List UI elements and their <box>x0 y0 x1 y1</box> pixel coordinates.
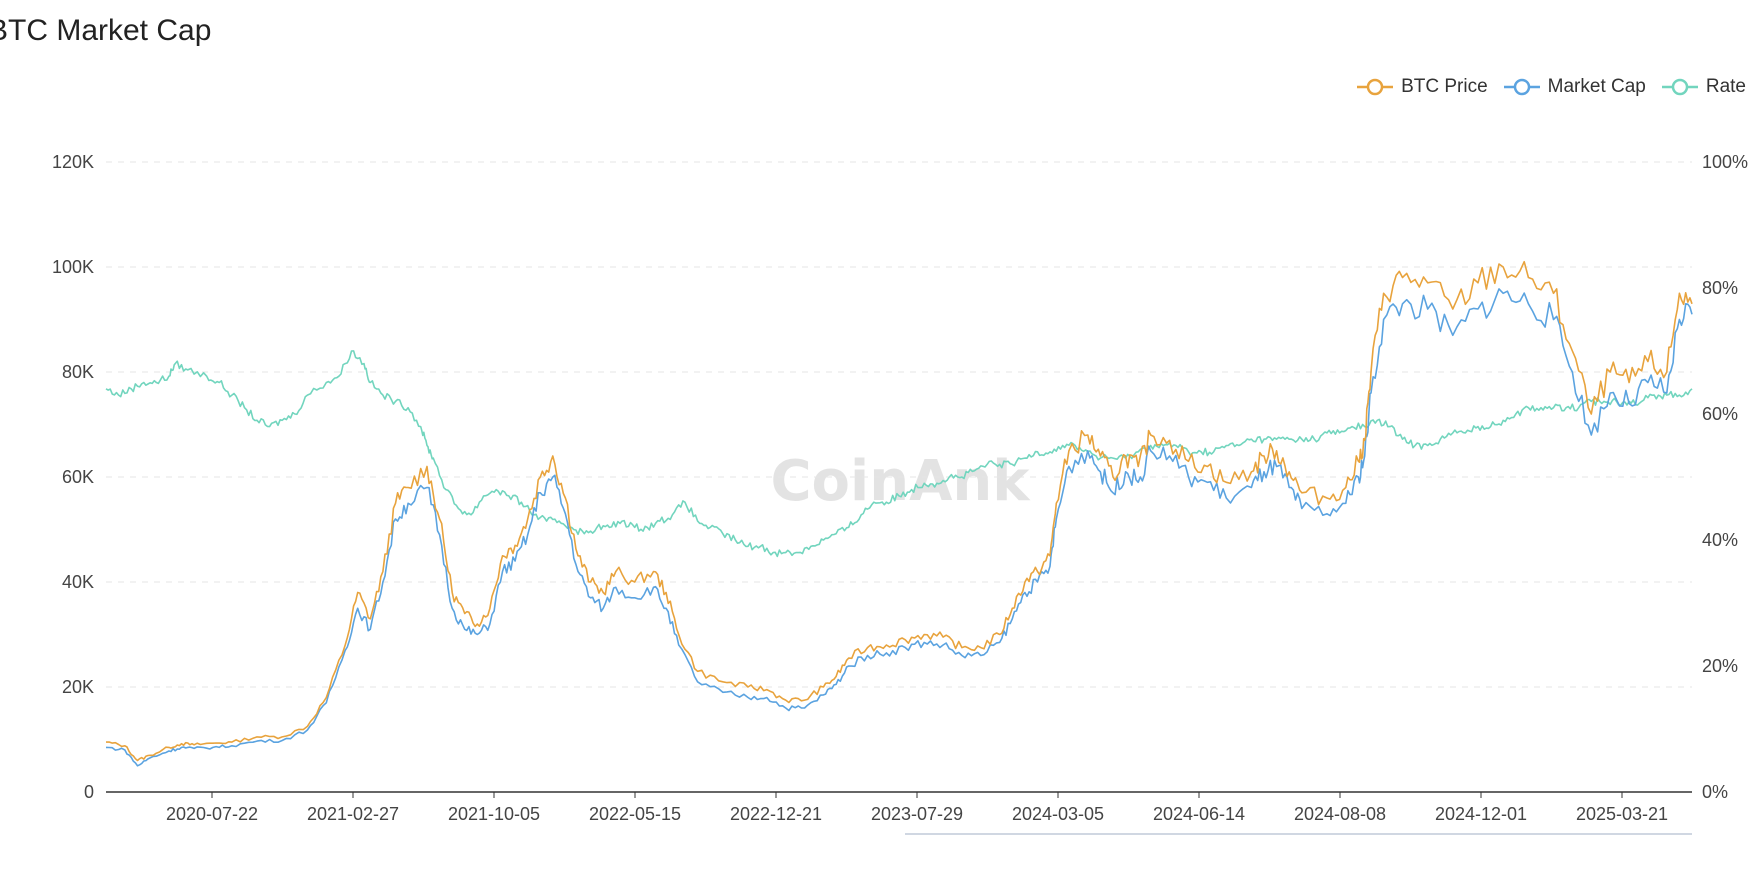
y-left-tick-label: 0 <box>84 782 94 802</box>
series-line-btc-price[interactable] <box>105 260 1693 762</box>
gridlines <box>106 161 1692 688</box>
watermark-text: CoinAnk <box>770 449 1031 514</box>
y-right-tick-label: 20% <box>1702 656 1738 676</box>
y-left-tick-label: 20K <box>62 677 94 697</box>
x-tick-label: 2025-03-21 <box>1576 804 1668 824</box>
x-tick-label: 2024-03-05 <box>1012 804 1104 824</box>
series-lines <box>105 260 1693 767</box>
y-left-tick-label: 80K <box>62 362 94 382</box>
x-tick-label: 2024-12-01 <box>1435 804 1527 824</box>
x-axis: 2020-07-22 2021-02-27 2021-10-05 2022-05-15… <box>106 791 1692 824</box>
x-tick-label: 2021-02-27 <box>307 804 399 824</box>
legend-label-btc-price: BTC Price <box>1401 76 1488 97</box>
x-tick-label: 2020-07-22 <box>166 804 258 824</box>
y-left-tick-label: 40K <box>62 572 94 592</box>
legend-swatch-market-cap-icon <box>1503 78 1540 96</box>
x-tick-label: 2021-10-05 <box>448 804 540 824</box>
legend-item-rate[interactable]: Rate <box>1661 76 1746 98</box>
y-right-tick-label: 60% <box>1702 404 1738 424</box>
y-right-tick-label: 40% <box>1702 530 1738 550</box>
y-axis-right: 0% 20% 40% 60% 80% 100% <box>1702 152 1748 802</box>
y-left-tick-label: 100K <box>52 257 94 277</box>
legend-swatch-btc-price-icon <box>1357 78 1394 96</box>
x-tick-label: 2024-06-14 <box>1153 804 1245 824</box>
legend-item-market-cap[interactable]: Market Cap <box>1503 76 1646 98</box>
series-line-market-cap[interactable] <box>105 288 1693 767</box>
x-tick-label: 2022-12-21 <box>730 804 822 824</box>
legend-swatch-rate-icon <box>1661 78 1698 96</box>
legend-label-market-cap: Market Cap <box>1547 76 1646 97</box>
y-right-tick-label: 100% <box>1702 152 1748 172</box>
chart-legend: BTC Price Market Cap Rate <box>1357 76 1746 98</box>
series-line-rate[interactable] <box>105 350 1693 558</box>
x-tick-label: 2024-08-08 <box>1294 804 1386 824</box>
x-tick-label: 2023-07-29 <box>871 804 963 824</box>
y-left-tick-label: 60K <box>62 467 94 487</box>
legend-item-btc-price[interactable]: BTC Price <box>1357 76 1488 98</box>
y-right-tick-label: 0% <box>1702 782 1728 802</box>
x-tick-label: 2022-05-15 <box>589 804 681 824</box>
y-axis-left: 0 20K 40K 60K 80K 100K 120K <box>52 152 94 802</box>
y-left-tick-label: 120K <box>52 152 94 172</box>
legend-label-rate: Rate <box>1705 76 1746 97</box>
chart-title: BTC Market Cap <box>0 14 212 47</box>
y-right-tick-label: 80% <box>1702 278 1738 298</box>
